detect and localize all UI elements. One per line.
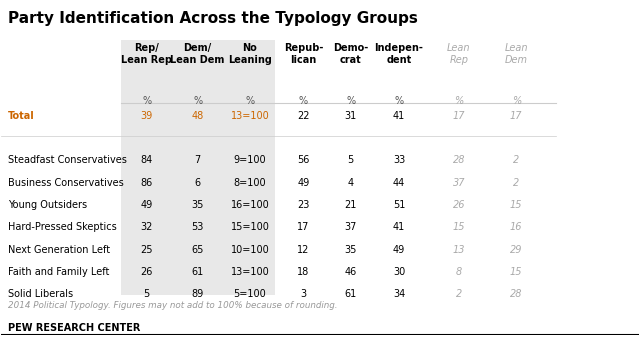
Text: 61: 61 xyxy=(344,289,356,299)
Text: 37: 37 xyxy=(344,222,356,233)
Text: Total: Total xyxy=(8,111,35,121)
Text: 2014 Political Typology. Figures may not add to 100% because of rounding.: 2014 Political Typology. Figures may not… xyxy=(8,301,337,310)
Text: Next Generation Left: Next Generation Left xyxy=(8,245,110,255)
Text: Solid Liberals: Solid Liberals xyxy=(8,289,73,299)
Text: 41: 41 xyxy=(393,111,405,121)
Text: 23: 23 xyxy=(297,200,310,210)
Text: %: % xyxy=(299,96,308,106)
Text: Hard-Pressed Skeptics: Hard-Pressed Skeptics xyxy=(8,222,116,233)
Text: Steadfast Conservatives: Steadfast Conservatives xyxy=(8,155,127,165)
Text: 39: 39 xyxy=(141,111,153,121)
Text: 49: 49 xyxy=(393,245,405,255)
Text: 25: 25 xyxy=(140,245,153,255)
Text: 15: 15 xyxy=(452,222,465,233)
Text: Young Outsiders: Young Outsiders xyxy=(8,200,87,210)
Text: 35: 35 xyxy=(344,245,356,255)
Text: 56: 56 xyxy=(297,155,310,165)
Text: 6: 6 xyxy=(195,178,201,188)
Text: 28: 28 xyxy=(510,289,522,299)
Text: 48: 48 xyxy=(191,111,204,121)
Text: 44: 44 xyxy=(393,178,405,188)
Text: Lean
Rep: Lean Rep xyxy=(447,43,470,65)
Bar xyxy=(121,40,275,295)
Text: 53: 53 xyxy=(191,222,204,233)
Text: Dem/
Lean Dem: Dem/ Lean Dem xyxy=(170,43,225,65)
Text: 32: 32 xyxy=(141,222,153,233)
Text: 49: 49 xyxy=(141,200,153,210)
Text: 16=100: 16=100 xyxy=(230,200,269,210)
Text: No
Leaning: No Leaning xyxy=(228,43,272,65)
Text: Indepen-
dent: Indepen- dent xyxy=(374,43,424,65)
Text: 5=100: 5=100 xyxy=(234,289,266,299)
Text: 15: 15 xyxy=(510,200,522,210)
Text: 26: 26 xyxy=(452,200,465,210)
Text: 37: 37 xyxy=(452,178,465,188)
Text: 15=100: 15=100 xyxy=(230,222,269,233)
Text: Repub-
lican: Repub- lican xyxy=(284,43,323,65)
Text: 41: 41 xyxy=(393,222,405,233)
Text: 26: 26 xyxy=(141,267,153,277)
Text: 13: 13 xyxy=(452,245,465,255)
Text: %: % xyxy=(394,96,404,106)
Text: 34: 34 xyxy=(393,289,405,299)
Text: 3: 3 xyxy=(300,289,307,299)
Text: 65: 65 xyxy=(191,245,204,255)
Text: Demo-
crat: Demo- crat xyxy=(333,43,368,65)
Text: Faith and Family Left: Faith and Family Left xyxy=(8,267,109,277)
Text: %: % xyxy=(193,96,202,106)
Text: 8=100: 8=100 xyxy=(234,178,266,188)
Text: Rep/
Lean Rep: Rep/ Lean Rep xyxy=(121,43,172,65)
Text: 8: 8 xyxy=(456,267,462,277)
Text: 2: 2 xyxy=(513,155,520,165)
Text: %: % xyxy=(346,96,355,106)
Text: Party Identification Across the Typology Groups: Party Identification Across the Typology… xyxy=(8,11,418,26)
Text: 13=100: 13=100 xyxy=(230,267,269,277)
Text: 13=100: 13=100 xyxy=(230,111,269,121)
Text: 30: 30 xyxy=(393,267,405,277)
Text: 35: 35 xyxy=(191,200,204,210)
Text: Lean
Dem: Lean Dem xyxy=(504,43,528,65)
Text: 2: 2 xyxy=(513,178,520,188)
Text: 17: 17 xyxy=(452,111,465,121)
Text: 61: 61 xyxy=(191,267,204,277)
Text: 89: 89 xyxy=(191,289,204,299)
Text: 21: 21 xyxy=(344,200,356,210)
Text: PEW RESEARCH CENTER: PEW RESEARCH CENTER xyxy=(8,323,140,333)
Text: 28: 28 xyxy=(452,155,465,165)
Text: 17: 17 xyxy=(510,111,522,121)
Text: 16: 16 xyxy=(510,222,522,233)
Text: 22: 22 xyxy=(297,111,310,121)
Text: %: % xyxy=(245,96,255,106)
Text: 31: 31 xyxy=(344,111,356,121)
Text: 4: 4 xyxy=(348,178,354,188)
Text: Business Conservatives: Business Conservatives xyxy=(8,178,124,188)
Text: 15: 15 xyxy=(510,267,522,277)
Text: 5: 5 xyxy=(348,155,354,165)
Text: 17: 17 xyxy=(297,222,310,233)
Text: 33: 33 xyxy=(393,155,405,165)
Text: 84: 84 xyxy=(141,155,153,165)
Text: 46: 46 xyxy=(344,267,356,277)
Text: 2: 2 xyxy=(456,289,462,299)
Text: 49: 49 xyxy=(298,178,310,188)
Text: 12: 12 xyxy=(297,245,310,255)
Text: 9=100: 9=100 xyxy=(234,155,266,165)
Text: 5: 5 xyxy=(143,289,150,299)
Text: %: % xyxy=(142,96,151,106)
Text: 10=100: 10=100 xyxy=(230,245,269,255)
Text: 86: 86 xyxy=(141,178,153,188)
Text: %: % xyxy=(454,96,463,106)
Text: %: % xyxy=(511,96,521,106)
Text: 7: 7 xyxy=(195,155,201,165)
Text: 51: 51 xyxy=(393,200,405,210)
Text: 18: 18 xyxy=(298,267,310,277)
Text: 29: 29 xyxy=(510,245,522,255)
